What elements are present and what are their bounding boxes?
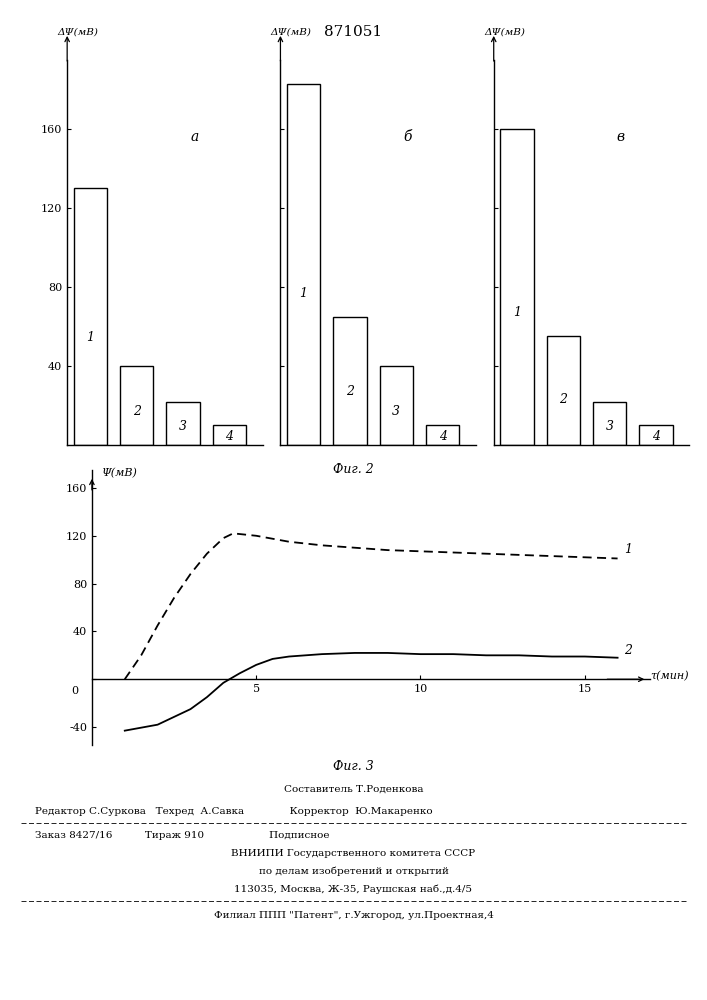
Bar — [333, 317, 367, 445]
Text: 113035, Москва, Ж-35, Раушская наб.,д.4/5: 113035, Москва, Ж-35, Раушская наб.,д.4/… — [235, 885, 472, 895]
Text: по делам изобретений и открытий: по делам изобретений и открытий — [259, 867, 448, 876]
Text: 1: 1 — [513, 306, 521, 319]
Bar — [74, 188, 107, 445]
Text: ΔΨ(мВ): ΔΨ(мВ) — [57, 28, 98, 37]
Text: τ(мин): τ(мин) — [650, 670, 689, 681]
Text: ΔΨ(мВ): ΔΨ(мВ) — [271, 28, 312, 37]
Text: Филиал ППП "Патент", г.Ужгород, ул.Проектная,4: Филиал ППП "Патент", г.Ужгород, ул.Проек… — [214, 911, 493, 920]
Bar — [639, 425, 672, 445]
Text: а: а — [190, 130, 199, 144]
Text: 2: 2 — [624, 644, 632, 657]
Text: 2: 2 — [559, 393, 567, 406]
Bar — [380, 366, 413, 445]
Text: 3: 3 — [606, 420, 614, 433]
Bar — [287, 84, 320, 445]
Bar — [120, 366, 153, 445]
Bar — [166, 402, 200, 445]
Bar — [213, 425, 246, 445]
Text: 3: 3 — [392, 405, 400, 418]
Text: Редактор С.Суркова   Техред  А.Савка              Корректор  Ю.Макаренко: Редактор С.Суркова Техред А.Савка Коррек… — [35, 807, 433, 816]
Bar — [426, 425, 460, 445]
Text: 4: 4 — [226, 430, 233, 443]
Text: ВНИИПИ Государственного комитета СССР: ВНИИПИ Государственного комитета СССР — [231, 849, 476, 858]
Text: 4: 4 — [438, 430, 447, 443]
Text: 1: 1 — [86, 331, 94, 344]
Text: Заказ 8427/16          Тираж 910                    Подписное: Заказ 8427/16 Тираж 910 Подписное — [35, 831, 330, 840]
Text: 3: 3 — [179, 420, 187, 433]
Text: 0: 0 — [71, 686, 78, 696]
Text: Ψ(мВ): Ψ(мВ) — [102, 468, 138, 478]
Text: 2: 2 — [133, 405, 141, 418]
Bar — [547, 336, 580, 445]
Text: 4: 4 — [652, 430, 660, 443]
Text: Составитель Т.Роденкова: Составитель Т.Роденкова — [284, 785, 423, 794]
Text: 2: 2 — [346, 385, 354, 398]
Text: 1: 1 — [624, 543, 632, 556]
Text: 1: 1 — [300, 287, 308, 300]
Text: Фиг. 3: Фиг. 3 — [333, 760, 374, 773]
Bar — [501, 129, 534, 445]
Text: в: в — [617, 130, 625, 144]
Text: б: б — [403, 130, 412, 144]
Text: ΔΨ(мВ): ΔΨ(мВ) — [484, 28, 525, 37]
Text: Фиг. 2: Фиг. 2 — [333, 463, 374, 476]
Text: 871051: 871051 — [325, 25, 382, 39]
Bar — [593, 402, 626, 445]
